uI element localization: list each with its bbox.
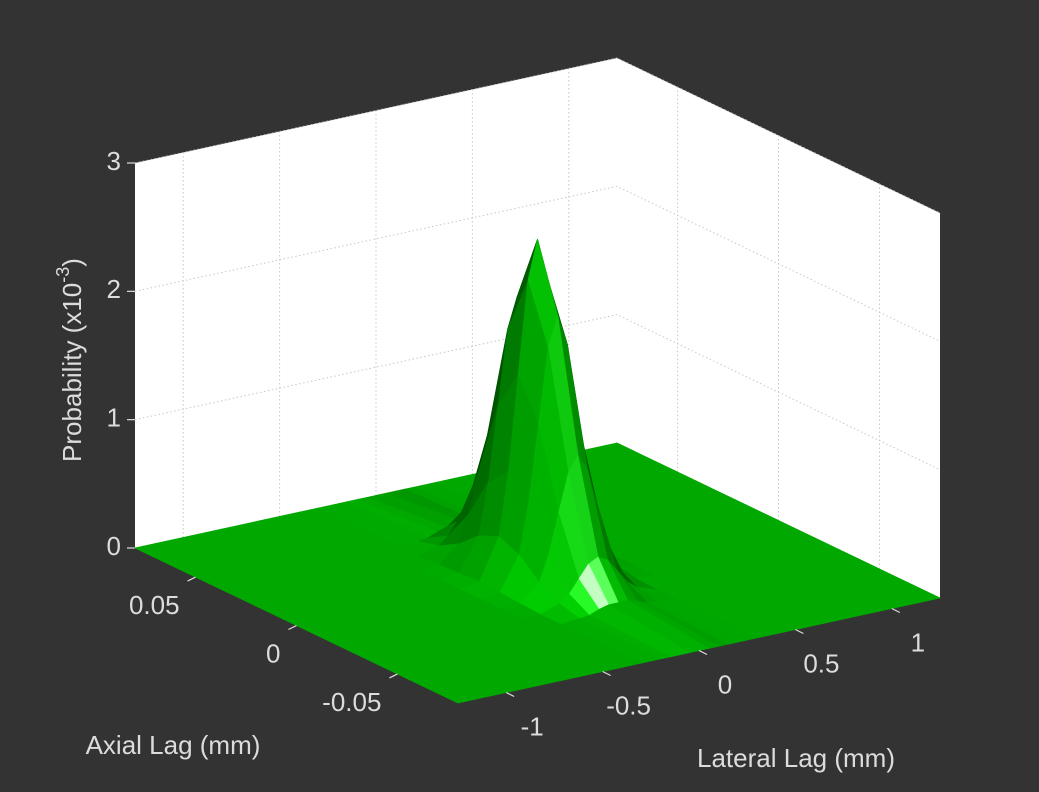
y-tick-label: 0.05	[129, 590, 180, 620]
tick-mark	[187, 576, 196, 582]
x-tick-label: 0.5	[803, 648, 839, 678]
surface	[134, 238, 941, 704]
y-tick-label: -0.05	[322, 687, 381, 717]
tick-mark	[795, 628, 804, 635]
x-tick-label: -0.5	[606, 690, 651, 720]
x-tick-label: 0	[718, 669, 732, 699]
labels: Axial Lag (mm) Lateral Lag (mm) Probabil…	[53, 146, 925, 773]
z-axis-label: Probability (x10-3)	[53, 258, 87, 462]
x-tick-label: 1	[911, 627, 925, 657]
tick-mark	[698, 649, 708, 656]
tick-mark	[288, 624, 297, 631]
y-tick-label: 0	[266, 638, 280, 668]
tick-mark	[602, 670, 611, 677]
z-tick-label: 3	[107, 146, 121, 176]
x-axis-label: Lateral Lag (mm)	[697, 743, 895, 773]
z-tick-label: 2	[107, 274, 121, 304]
z-label-text: Probability (x10	[57, 283, 87, 462]
x-tick-label: -1	[521, 711, 544, 741]
grid-line	[134, 314, 941, 471]
tick-mark	[891, 607, 901, 614]
grid-line	[134, 57, 941, 214]
z-label-suffix: )	[57, 258, 87, 267]
z-tick-label: 1	[107, 403, 121, 433]
tick-mark	[389, 673, 398, 679]
grid-line	[134, 185, 941, 342]
tick-mark	[505, 691, 515, 698]
surface-patch	[376, 644, 546, 704]
y-axis-label: Axial Lag (mm)	[86, 730, 261, 760]
z-label-exponent: -3	[53, 267, 73, 283]
z-tick-label: 0	[107, 531, 121, 561]
